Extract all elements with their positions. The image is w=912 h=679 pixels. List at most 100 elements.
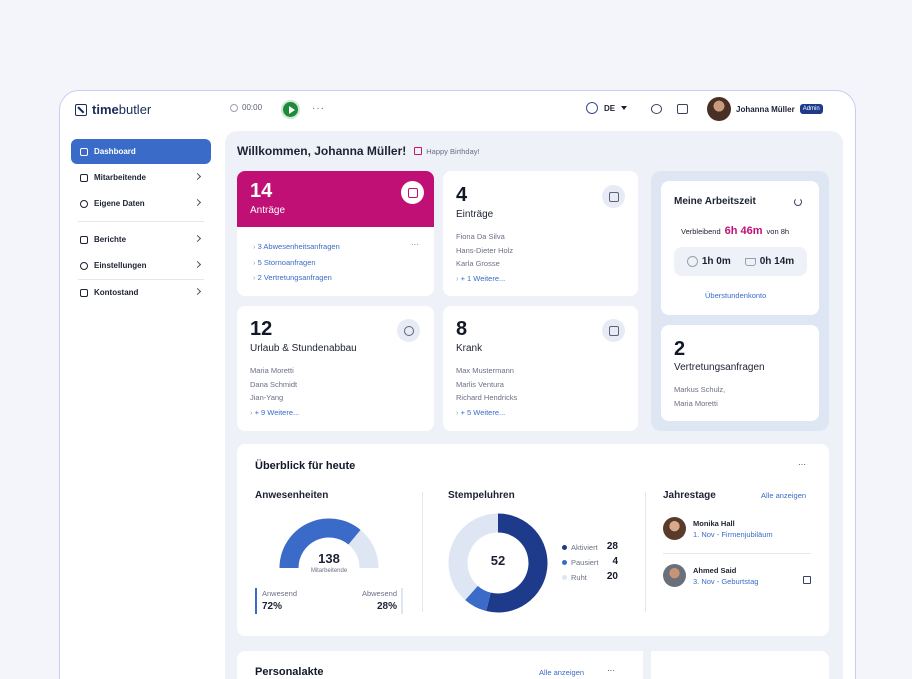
wallet-icon xyxy=(80,288,88,297)
sidebar-item-label: Kontostand xyxy=(94,288,139,297)
personalakte-card xyxy=(237,651,829,679)
avatar xyxy=(663,564,686,587)
gift-icon xyxy=(414,147,423,155)
absent-marker xyxy=(401,588,403,614)
card-gap xyxy=(643,651,651,679)
legend-dot xyxy=(562,560,567,565)
layers-icon xyxy=(602,185,625,208)
chevron-right-icon xyxy=(193,234,202,243)
personalakte-title: Personalakte xyxy=(255,666,324,678)
antraege-header xyxy=(237,171,434,227)
legend-ruht: Ruht xyxy=(562,573,587,582)
language-select[interactable]: DE xyxy=(586,102,628,114)
play-button[interactable] xyxy=(281,100,300,119)
vertretungsanfragen-link[interactable]: 2 Vertretungsanfragen xyxy=(253,270,340,286)
legend-pausiert: Pausiert xyxy=(562,558,599,567)
sidebar-item-kontostand[interactable]: Kontostand xyxy=(71,280,211,305)
antraege-title: Anträge xyxy=(250,205,286,216)
antraege-menu-button[interactable]: ··· xyxy=(411,240,419,249)
legend-label: Pausiert xyxy=(571,558,599,567)
divider xyxy=(422,492,423,612)
krank-name: Richard Hendricks xyxy=(456,393,518,402)
overview-menu-button[interactable]: ··· xyxy=(798,460,806,469)
stempeluhren-donut xyxy=(448,513,548,613)
eintraege-name: Fiona Da Silva xyxy=(456,232,505,241)
personalakte-menu-button[interactable]: ··· xyxy=(607,666,615,675)
present-label: Anwesend xyxy=(262,589,298,598)
globe-icon xyxy=(586,102,598,114)
stornoanfragen-link[interactable]: 5 Stornoanfragen xyxy=(253,255,340,271)
refresh-icon[interactable] xyxy=(794,198,802,206)
sidebar-item-eigene-daten[interactable]: Eigene Daten xyxy=(71,191,211,216)
sidebar-item-einstellungen[interactable]: Einstellungen xyxy=(71,253,211,278)
divider xyxy=(78,221,204,222)
eintraege-more-link[interactable]: + 1 Weitere... xyxy=(456,271,513,287)
sidebar-item-dashboard[interactable]: Dashboard xyxy=(71,139,211,164)
overview-title: Überblick für heute xyxy=(255,460,356,472)
legend-value: 20 xyxy=(606,571,618,582)
vertretung-card[interactable] xyxy=(661,325,819,421)
timer: 00:00 xyxy=(230,103,262,112)
page-title: Willkommen, Johanna Müller! Happy Birthda… xyxy=(237,144,480,158)
clock-icon xyxy=(686,256,698,267)
sidebar-item-label: Dashboard xyxy=(94,147,136,156)
anwesenheiten-total-label: Mitarbeitende xyxy=(310,568,348,574)
sidebar-item-mitarbeitende[interactable]: Mitarbeitende xyxy=(71,165,211,190)
sidebar-item-label: Einstellungen xyxy=(94,261,147,270)
present-value: 72% xyxy=(262,601,283,612)
legend-label: Ruht xyxy=(571,573,587,582)
remaining-value: 6h 46m xyxy=(724,225,763,237)
chevron-right-icon xyxy=(193,198,202,207)
arbeitszeit-title: Meine Arbeitszeit xyxy=(674,196,756,207)
birthday-note: Happy Birthday! xyxy=(414,147,480,156)
personalakte-all-link[interactable]: Alle anzeigen xyxy=(539,668,585,677)
abwesenheitsanfragen-link[interactable]: 3 Abwesenheitsanfragen xyxy=(253,239,340,255)
user-menu[interactable]: Johanna Müller Admin xyxy=(707,97,823,121)
worked-time: 1h 0m xyxy=(701,256,731,267)
urlaub-count: 12 xyxy=(250,318,273,340)
person-name: Ahmed Said xyxy=(693,565,737,575)
note-icon xyxy=(401,181,424,204)
support-icon[interactable] xyxy=(651,104,662,114)
gear-icon xyxy=(80,261,88,270)
anwesenheiten-title: Anwesenheiten xyxy=(255,490,329,501)
sidebar-item-berichte[interactable]: Berichte xyxy=(71,227,211,252)
home-icon xyxy=(80,147,88,156)
logo-text-light: butler xyxy=(118,102,152,117)
jahrestage-title: Jahrestage xyxy=(663,490,716,501)
chart-icon xyxy=(80,235,88,244)
remaining-of: von 8h xyxy=(766,227,790,236)
urlaub-more-link[interactable]: + 9 Weitere... xyxy=(250,405,300,421)
logo[interactable]: time butler xyxy=(75,102,151,117)
legend-dot xyxy=(562,545,567,550)
remaining-label: Verbleibend xyxy=(681,227,721,236)
krank-name: Marlis Ventura xyxy=(456,379,504,389)
avatar xyxy=(663,517,686,540)
vertretung-count: 2 xyxy=(674,338,686,360)
jahrestage-all-link[interactable]: Alle anzeigen xyxy=(761,491,807,500)
anniversary-item[interactable]: Ahmed Said 3. Nov - Geburtstag xyxy=(663,564,758,587)
stempeluhren-total: 52 xyxy=(490,553,506,568)
legend-dot xyxy=(562,575,567,580)
donut-slice-aktiviert xyxy=(486,513,548,613)
krank-more-link[interactable]: + 5 Weitere... xyxy=(456,405,517,421)
chevron-down-icon xyxy=(621,106,628,110)
mail-icon[interactable] xyxy=(677,104,688,114)
ueberstundenkonto-link[interactable]: Überstundenkonto xyxy=(705,291,767,300)
chevron-right-icon xyxy=(193,172,202,181)
remaining-time: Verbleibend 6h 46m von 8h xyxy=(681,225,789,237)
absent-value: 28% xyxy=(376,601,397,612)
anwesenheiten-gauge xyxy=(279,518,379,569)
legend-value: 4 xyxy=(612,556,618,567)
gift-icon xyxy=(803,576,811,584)
sidebar-item-label: Mitarbeitende xyxy=(94,173,147,182)
present-marker xyxy=(255,588,257,614)
list-icon xyxy=(80,173,88,182)
sidebar-item-label: Berichte xyxy=(94,235,127,244)
urlaub-name: Dana Schmidt xyxy=(250,379,298,389)
legend-aktiviert: Aktiviert xyxy=(562,543,598,552)
eintraege-title: Einträge xyxy=(456,209,494,220)
more-button[interactable]: ··· xyxy=(312,103,325,114)
anniversary-item[interactable]: Monika Hall 1. Nov - Firmenjubiläum xyxy=(663,517,773,540)
time-summary: 1h 0m 0h 14m xyxy=(674,247,807,276)
